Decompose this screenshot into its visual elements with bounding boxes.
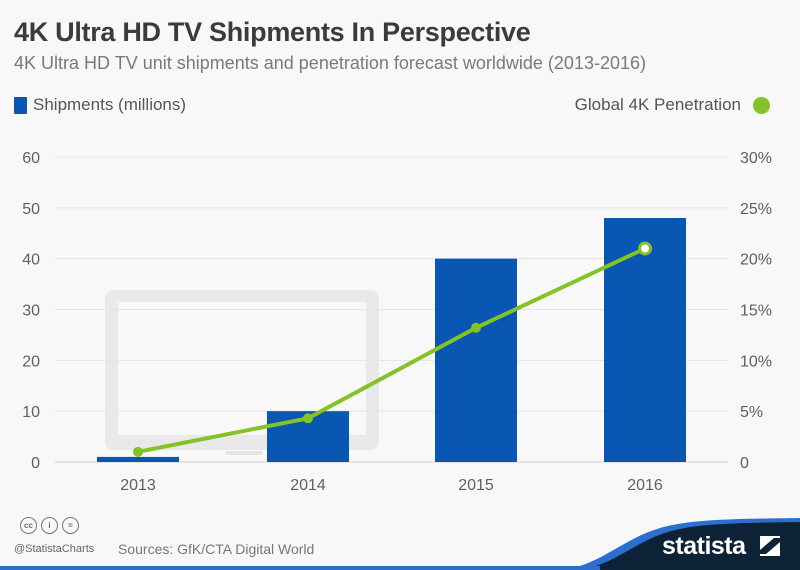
bottom-stripe xyxy=(0,566,600,570)
statista-logo-icon xyxy=(760,536,780,556)
no-derivatives-icon[interactable]: = xyxy=(62,517,79,534)
left-axis-tick: 50 xyxy=(22,201,40,218)
x-axis-tick: 2013 xyxy=(120,477,156,494)
statista-logo-text[interactable]: statista xyxy=(662,532,746,560)
right-axis-tick: 10% xyxy=(740,353,772,370)
shipment-bar[interactable] xyxy=(97,456,179,462)
shipment-bar[interactable] xyxy=(435,258,517,462)
legend-penetration: Global 4K Penetration xyxy=(575,95,770,115)
cc-icon[interactable]: cc xyxy=(20,517,37,534)
x-axis-tick: 2014 xyxy=(290,477,326,494)
penetration-point[interactable] xyxy=(471,322,481,333)
twitter-handle[interactable]: @StatistaCharts xyxy=(14,543,95,555)
chart-title: 4K Ultra HD TV Shipments In Perspective xyxy=(14,17,531,47)
left-axis-tick: 30 xyxy=(22,303,40,320)
shipment-bar[interactable] xyxy=(604,218,686,462)
right-axis-tick: 20% xyxy=(740,252,772,269)
penetration-point[interactable] xyxy=(133,446,143,457)
attribution-icon[interactable]: i xyxy=(41,517,58,534)
legend-dot-icon xyxy=(753,96,770,114)
tv-stand xyxy=(225,451,263,455)
legend-shipments-label: Shipments (millions) xyxy=(33,95,187,114)
chart-subtitle: 4K Ultra HD TV unit shipments and penetr… xyxy=(14,53,646,73)
penetration-point[interactable] xyxy=(303,413,313,424)
penetration-point[interactable] xyxy=(638,241,652,256)
x-axis-tick: 2016 xyxy=(627,477,663,494)
x-axis-tick: 2015 xyxy=(458,477,494,494)
tv-illustration xyxy=(105,290,379,455)
right-axis-tick: 15% xyxy=(740,303,772,320)
source-note: Sources: GfK/CTA Digital World xyxy=(118,541,315,557)
right-axis-tick: 25% xyxy=(740,201,772,218)
left-axis-tick: 20 xyxy=(22,353,40,370)
left-axis-tick: 40 xyxy=(22,252,40,269)
right-axis-tick: 0 xyxy=(740,455,749,472)
left-axis-tick: 0 xyxy=(31,455,40,472)
penetration-line xyxy=(137,246,646,454)
right-axis-tick: 5% xyxy=(740,404,763,421)
license-icons: cc i = xyxy=(20,517,79,534)
legend-square-icon xyxy=(14,96,27,114)
right-axis-tick: 30% xyxy=(740,150,772,167)
legend-penetration-label: Global 4K Penetration xyxy=(574,95,741,114)
brand-band xyxy=(578,522,800,570)
left-axis-tick: 60 xyxy=(22,150,40,167)
legend-shipments: Shipments (millions) xyxy=(14,95,186,115)
left-axis-tick: 10 xyxy=(22,404,40,421)
